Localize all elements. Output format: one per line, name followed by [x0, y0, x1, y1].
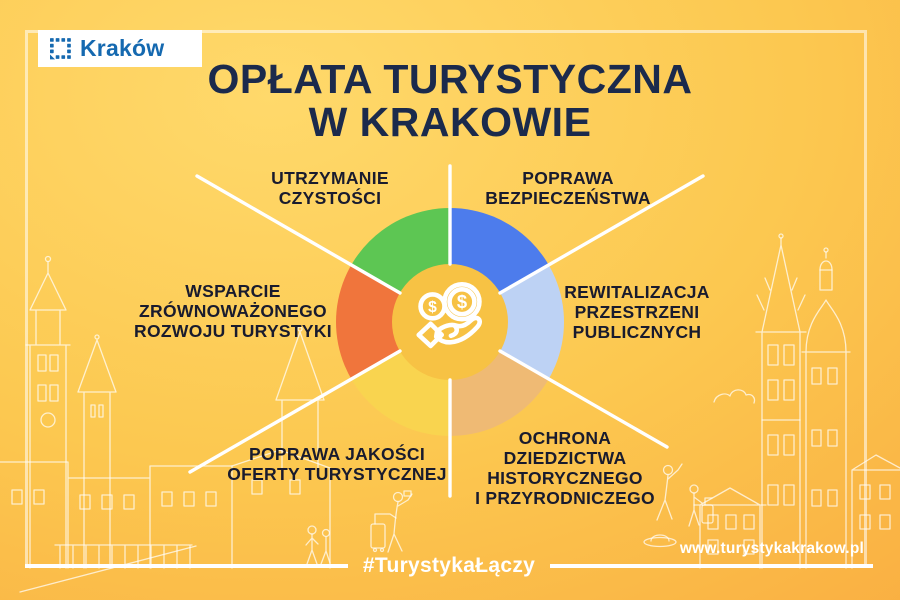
footer-line-left [25, 563, 348, 569]
donut-center: $ $ [392, 264, 508, 380]
hashtag-text: #TurystykaŁączy [362, 554, 536, 577]
title-line-2: W KRAKOWIE [308, 98, 592, 145]
krakow-logo: Kraków [38, 30, 202, 67]
wheel-label-bottom-left: POPRAWA JAKOŚCI OFERTY TURYSTYCZNEJ [227, 444, 447, 484]
title-line-1: OPŁATA TURYSTYCZNA [207, 56, 693, 102]
svg-text:$: $ [428, 299, 437, 316]
krakow-logo-text: Kraków [80, 35, 165, 61]
page-title: OPŁATA TURYSTYCZNA W KRAKOWIE [0, 58, 900, 143]
svg-text:$: $ [457, 291, 467, 312]
footer-divider-line: #TurystykaŁączy [25, 553, 874, 579]
hand-holding-coins-icon: $ $ [416, 281, 482, 349]
website-link[interactable]: www.turystykakrakow.pl [679, 540, 864, 557]
footer-line-right [550, 563, 874, 569]
wheel-label-right: REWITALIZACJA PRZESTRZENI PUBLICZNYCH [564, 282, 710, 342]
wheel-label-left: WSPARCIE ZRÓWNOWAŻONEGO ROZWOJU TURYSTYK… [134, 281, 332, 341]
wheel-label-top-right: POPRAWA BEZPIECZEŃSTWA [485, 168, 651, 208]
wheel-label-top-left: UTRZYMANIE CZYSTOŚCI [271, 168, 389, 208]
krakow-logo-icon [50, 37, 71, 59]
wheel-label-bottom-right: OCHRONA DZIEDZICTWA HISTORYCZNEGO I PRZY… [475, 428, 655, 508]
